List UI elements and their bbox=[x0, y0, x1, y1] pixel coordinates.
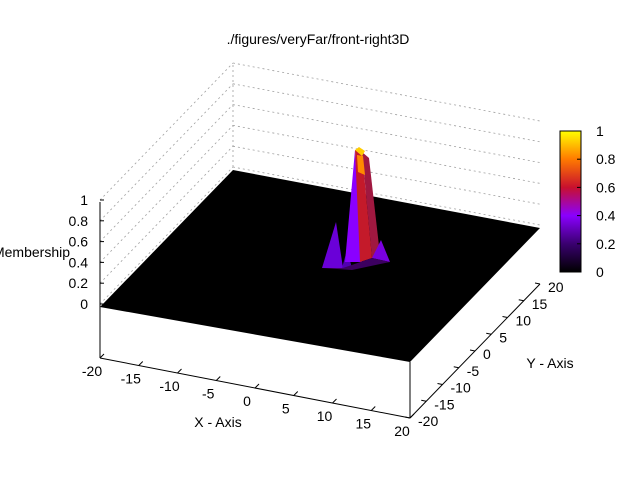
x-tick-mark bbox=[138, 361, 144, 366]
y-tick-label: 20 bbox=[548, 279, 564, 295]
y-tick-label: -15 bbox=[434, 396, 454, 412]
y-tick-label: 0 bbox=[483, 346, 491, 362]
z-tick-label: 0.2 bbox=[69, 275, 89, 291]
back-wall-grid bbox=[99, 62, 541, 305]
y-tick-mark bbox=[502, 316, 508, 318]
x-tick-mark bbox=[370, 406, 376, 411]
z-tick-label: 0 bbox=[80, 296, 88, 312]
colorbar-tick-label: 0.2 bbox=[596, 236, 616, 252]
x-tick-mark bbox=[254, 383, 260, 389]
x-tick-mark bbox=[215, 376, 221, 381]
y-tick-mark bbox=[421, 399, 427, 402]
z-tick-label: 0.8 bbox=[69, 213, 89, 229]
y-tick-label: -20 bbox=[418, 413, 438, 429]
z-axis-label: Membership bbox=[0, 244, 70, 260]
x-tick-label: 5 bbox=[282, 401, 290, 417]
y-tick-label: 10 bbox=[516, 313, 532, 329]
z-tick-label: 1 bbox=[80, 192, 88, 208]
y-tick-label: -10 bbox=[451, 380, 471, 396]
grid-line bbox=[99, 145, 234, 284]
peak-facet-main-right bbox=[362, 152, 380, 258]
y-tick-label: -5 bbox=[467, 363, 480, 379]
x-tick-mark bbox=[332, 398, 337, 404]
x-tick-label: -20 bbox=[82, 363, 102, 379]
grid-line bbox=[99, 104, 234, 242]
grid-line bbox=[99, 125, 234, 263]
x-tick-label: -15 bbox=[121, 371, 141, 387]
z-axis-ticks: 0 0.2 0.4 0.6 0.8 1 bbox=[69, 192, 104, 312]
colorbar-tick-label: 0 bbox=[596, 264, 604, 280]
grid-line bbox=[232, 62, 541, 122]
colorbar-tick-label: 0.8 bbox=[596, 151, 616, 167]
x-axis-label: X - Axis bbox=[194, 414, 241, 430]
peak-facet-top bbox=[355, 147, 365, 156]
x-tick-mark bbox=[409, 413, 415, 419]
surface-floor bbox=[100, 170, 540, 362]
x-tick-label: -10 bbox=[159, 378, 179, 394]
surface-peak bbox=[322, 147, 390, 270]
peak-facet-main-mid bbox=[355, 150, 372, 262]
x-tick-label: 20 bbox=[394, 423, 410, 439]
grid-line bbox=[99, 62, 234, 201]
x-tick-label: 0 bbox=[243, 393, 251, 409]
x-tick-mark bbox=[177, 368, 182, 374]
z-tick-label: 0.4 bbox=[69, 254, 89, 270]
peak-facet-base bbox=[322, 258, 390, 270]
colorbar-ticks: 0 0.2 0.4 0.6 0.8 1 bbox=[577, 123, 616, 280]
y-tick-mark bbox=[437, 383, 443, 385]
y-axis-label: Y - Axis bbox=[526, 355, 573, 371]
x-axis-ticks: -20 -15 -10 -5 0 5 10 15 20 bbox=[82, 353, 415, 439]
y-tick-mark bbox=[469, 349, 476, 352]
grid-line bbox=[232, 145, 541, 205]
grid-line bbox=[232, 83, 541, 143]
grid-line bbox=[99, 83, 234, 222]
x-tick-mark bbox=[99, 353, 105, 359]
colorbar-tick-label: 1 bbox=[596, 123, 604, 139]
grid-line bbox=[99, 166, 234, 305]
chart-title: ./figures/veryFar/front-right3D bbox=[227, 31, 410, 47]
peak-facet-main-left bbox=[345, 150, 362, 262]
x-tick-label: -5 bbox=[202, 386, 215, 402]
z-tick-label: 0.6 bbox=[69, 234, 89, 250]
y-tick-mark bbox=[486, 332, 492, 335]
grid-line bbox=[232, 104, 541, 163]
y-tick-mark bbox=[534, 282, 541, 285]
grid-line bbox=[232, 125, 541, 184]
colorbar-tick-label: 0.6 bbox=[596, 179, 616, 195]
y-tick-mark bbox=[518, 299, 524, 302]
colorbar-gradient bbox=[559, 130, 582, 273]
x-tick-label: 15 bbox=[355, 416, 371, 432]
peak-facet-left bbox=[322, 222, 343, 268]
y-tick-mark bbox=[404, 416, 411, 419]
x-tick-label: 10 bbox=[317, 408, 333, 424]
y-tick-label: 15 bbox=[532, 296, 548, 312]
x-tick-mark bbox=[293, 391, 299, 396]
peak-facet-orange bbox=[357, 155, 365, 175]
peak-facet-right-lobe bbox=[372, 240, 390, 262]
colorbar: 0 0.2 0.4 0.6 0.8 1 bbox=[559, 123, 616, 280]
colorbar-tick-label: 0.4 bbox=[596, 208, 616, 224]
y-tick-mark bbox=[453, 366, 459, 369]
y-tick-label: 5 bbox=[499, 329, 507, 345]
grid-line bbox=[232, 166, 541, 226]
